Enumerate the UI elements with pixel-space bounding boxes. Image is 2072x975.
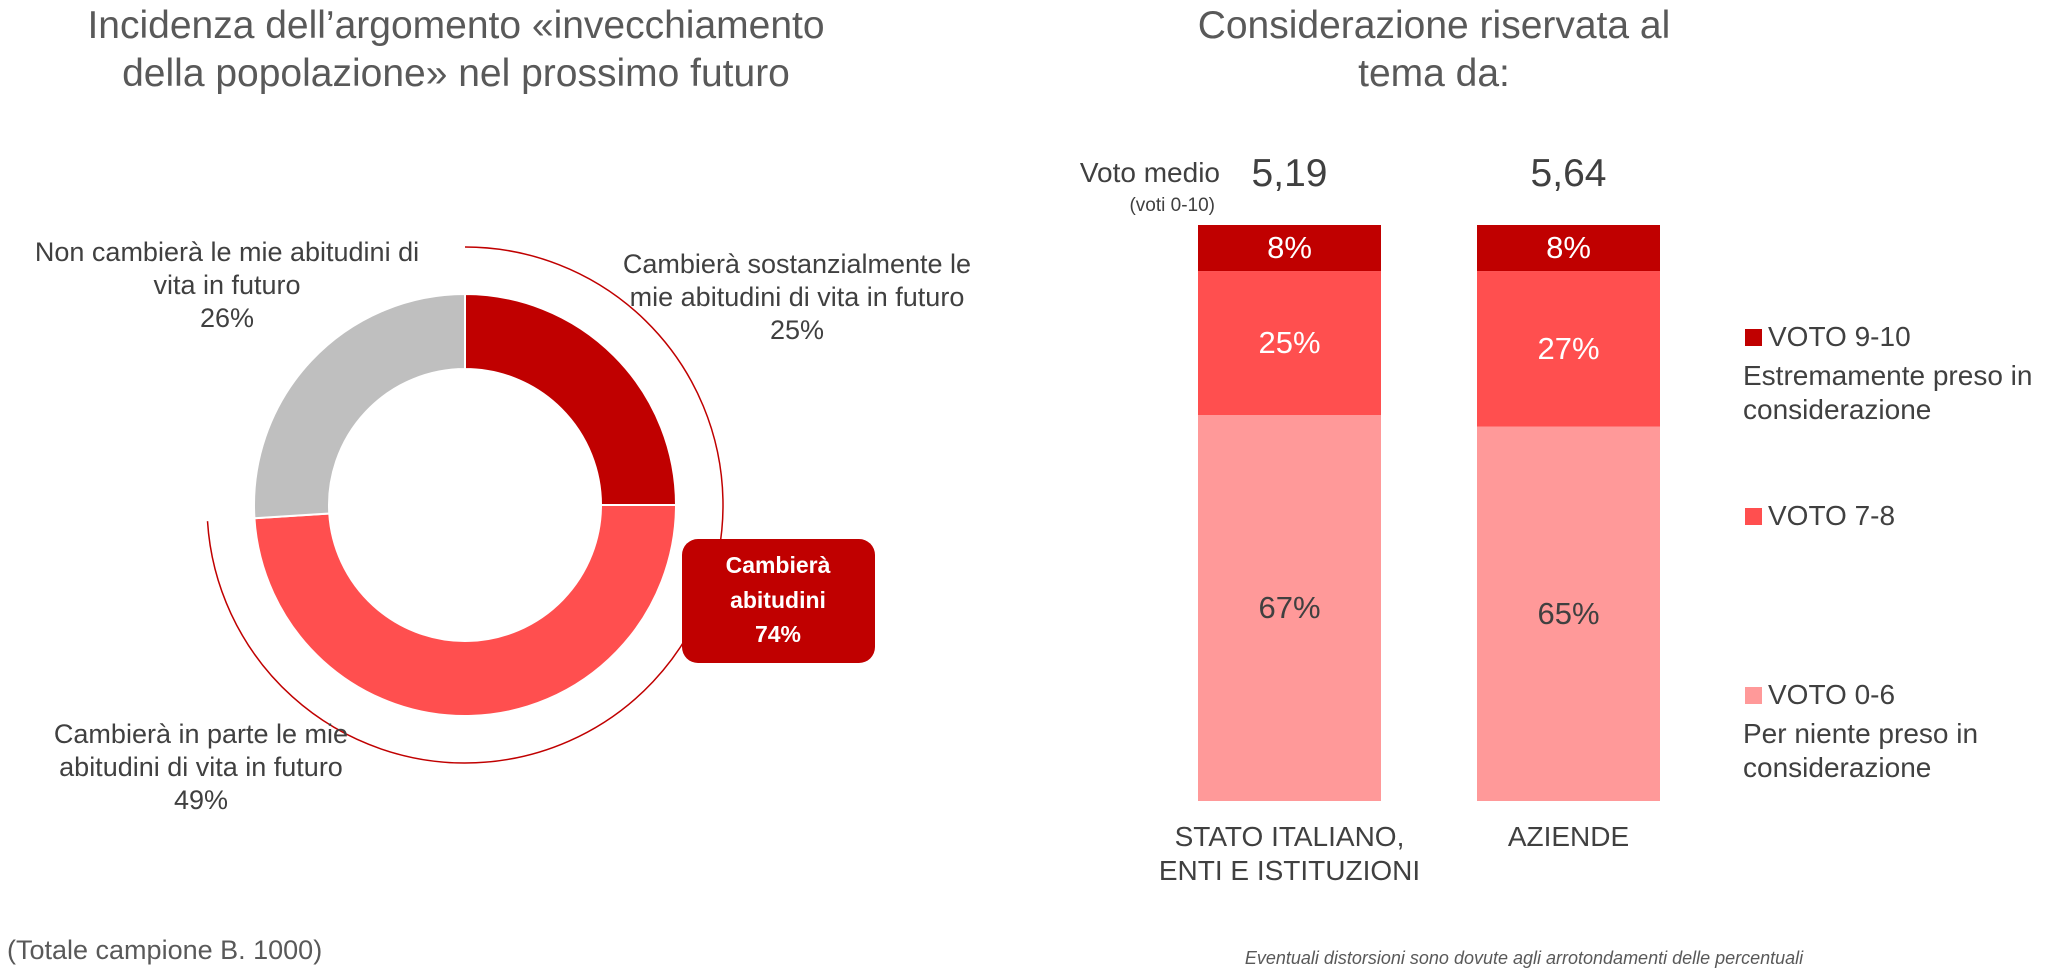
callout-value: 74% [754,621,802,647]
mean-sublabel: (voti 0-10) [1129,195,1215,216]
x-tick-label: AZIENDE [1507,821,1630,852]
mean-label: Voto medio [1079,157,1220,188]
donut-slice [464,292,678,506]
donut-slice [253,504,678,717]
slice-value-label: 25% [769,314,825,345]
chart-title: Considerazione riservata al tema da: [1197,4,1671,95]
slice-value-label: 26% [199,302,255,333]
x-tick-label: STATO ITALIANO, ENTI E ISTITUZIONI [1158,821,1421,887]
mean-value: 5,19 [1251,152,1328,195]
slice-label: Cambierà sostanzialmente le mie abitudin… [617,248,977,347]
footnote: Eventuali distorsioni sono dovute agli a… [1244,948,1804,968]
legend-description: Estremamente preso in considerazione [1743,360,2033,426]
bar-segment [1198,271,1381,416]
legend-description: Per niente preso in considerazione [1743,718,1979,784]
callout-text: Cambierà abitudini 74% [703,548,853,652]
legend-label: VOTO 7-8 [1768,500,1896,531]
bar-value-label: 8% [1546,230,1591,266]
donut-slice [253,292,466,520]
slice-label: Cambierà in parte le mie abitudini di vi… [6,718,396,817]
bar-segment [1198,415,1381,801]
bar-value-label: 67% [1258,590,1321,626]
bar-segment [1477,225,1660,272]
chart-title: Incidenza dell’argomento «invecchiamento… [87,4,825,95]
sample-note: (Totale campione B. 1000) [7,935,323,965]
legend-swatch [1745,687,1762,704]
mean-value: 5,64 [1530,152,1607,195]
bar-segment [1198,225,1381,272]
bar-value-label: 65% [1537,595,1600,631]
bar-segment [1477,271,1660,427]
bar-value-label: 8% [1267,230,1312,266]
annotation-arc [206,246,724,764]
bar-segment [1477,426,1660,801]
bar-value-label: 25% [1258,325,1321,361]
slice-label: Non cambierà le mie abitudini di vita in… [27,236,427,335]
legend-swatch [1745,329,1762,346]
legend-swatch [1745,508,1762,525]
slice-value-label: 49% [173,784,229,815]
callout-box [682,539,875,663]
legend-label: VOTO 9-10 [1768,321,1911,352]
bar-value-label: 27% [1537,330,1600,366]
legend-label: VOTO 0-6 [1768,679,1896,710]
